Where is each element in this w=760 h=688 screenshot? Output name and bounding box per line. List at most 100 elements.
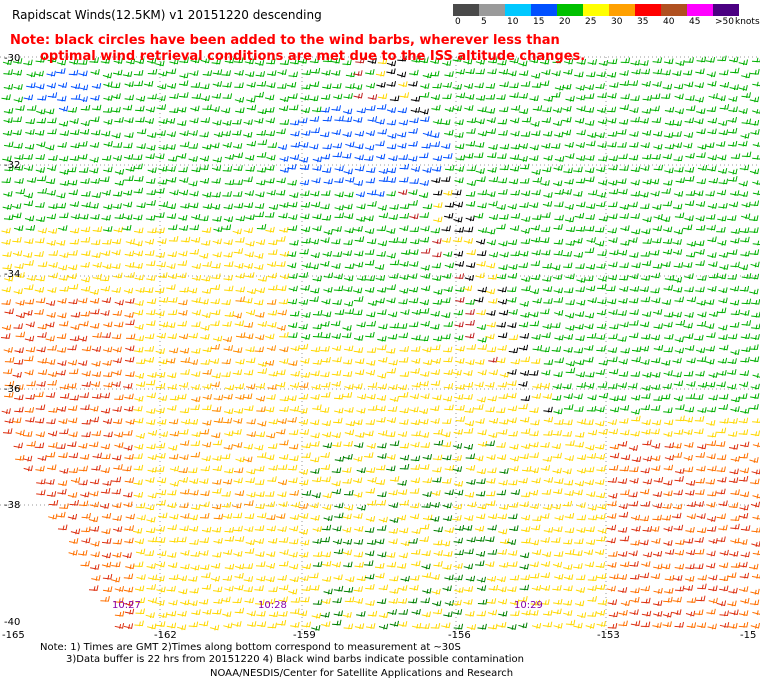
wind-barb (729, 443, 739, 450)
wind-barb (124, 537, 134, 544)
wind-barb (155, 227, 165, 234)
wind-barb (443, 251, 453, 258)
wind-barb (652, 309, 663, 315)
wind-barb (147, 536, 158, 543)
wind-barb (23, 59, 33, 66)
wind-barb (298, 323, 308, 330)
wind-barb (232, 369, 243, 376)
wind-barb (652, 263, 663, 269)
wind-barb (706, 406, 717, 413)
wind-barb (24, 215, 35, 222)
wind-barb (575, 371, 585, 378)
wind-barb (518, 622, 528, 629)
wind-barb (155, 599, 165, 606)
wind-barb (749, 200, 760, 207)
wind-barb (719, 610, 729, 617)
wind-barb (531, 82, 542, 89)
wind-barb (441, 431, 451, 438)
wind-barb (618, 511, 629, 518)
wind-barb (640, 142, 650, 149)
wind-barb (576, 502, 586, 509)
wind-barb (408, 321, 419, 328)
wind-barb (697, 381, 708, 388)
wind-barb (386, 143, 397, 150)
wind-barb (353, 84, 363, 91)
wind-barb (453, 480, 464, 487)
wind-barb (740, 407, 750, 414)
wind-barb (662, 248, 673, 255)
wind-barb (718, 287, 728, 294)
wind-barb (100, 176, 110, 183)
wind-barb (155, 212, 165, 219)
wind-barb (453, 394, 464, 400)
wind-barb (419, 108, 429, 115)
wind-barb (67, 344, 77, 351)
wind-barb (672, 452, 683, 458)
wind-barb (2, 251, 12, 258)
wind-barb (124, 262, 135, 268)
wind-barb (352, 287, 363, 294)
wind-barb (47, 56, 57, 63)
wind-barb (519, 370, 530, 376)
wind-barb (716, 466, 726, 473)
wind-barb (221, 70, 231, 77)
wind-barb (265, 106, 275, 113)
wind-barb (444, 201, 455, 208)
wind-barb (221, 299, 231, 306)
wind-barb (498, 479, 508, 486)
wind-barb (167, 489, 177, 496)
wind-barb (441, 622, 451, 629)
wind-barb (89, 57, 99, 64)
wind-barb (312, 310, 323, 316)
wind-barb (696, 622, 707, 629)
wind-barb (124, 608, 135, 615)
wind-barb (36, 346, 46, 353)
wind-barb (366, 499, 377, 506)
wind-barb (279, 395, 290, 402)
wind-barb (749, 563, 759, 570)
wind-barb (246, 96, 256, 103)
wind-barb (59, 285, 69, 292)
wind-barb (453, 309, 464, 316)
wind-barb (551, 264, 561, 271)
wind-barb (255, 191, 265, 198)
wind-barb (178, 80, 189, 87)
wind-barb (618, 297, 628, 304)
wind-barb (411, 381, 422, 388)
wind-barb (595, 562, 606, 569)
wind-barb (520, 514, 531, 521)
wind-barb (255, 503, 265, 510)
wind-barb (146, 392, 156, 399)
wind-barb (158, 118, 168, 125)
wind-barb (46, 165, 57, 172)
wind-barb (752, 373, 760, 379)
wind-barb (619, 321, 629, 328)
wind-barb (278, 596, 288, 603)
wind-barb (321, 190, 331, 197)
wind-barb (232, 312, 242, 319)
wind-barb (287, 225, 298, 232)
wind-barb (169, 107, 179, 114)
wind-barb (684, 200, 695, 207)
wind-barb (708, 574, 718, 581)
wind-barb (332, 151, 343, 158)
wind-barb (586, 491, 596, 498)
wind-barb (565, 619, 576, 626)
wind-barb (476, 324, 487, 331)
wind-barb (167, 552, 177, 558)
wind-barb (278, 537, 289, 543)
wind-barb (343, 239, 353, 246)
wind-barb (706, 106, 717, 113)
wind-barb (224, 585, 234, 592)
wind-barb (708, 311, 719, 317)
wind-barb (321, 298, 331, 305)
wind-barb (321, 621, 331, 628)
wind-barb (564, 203, 574, 210)
wind-barb (333, 585, 344, 592)
wind-barb (158, 321, 169, 328)
wind-barb (14, 165, 24, 171)
wind-barb (344, 596, 355, 603)
wind-barb (640, 501, 651, 507)
wind-barb (232, 191, 243, 197)
wind-barb (177, 536, 187, 543)
